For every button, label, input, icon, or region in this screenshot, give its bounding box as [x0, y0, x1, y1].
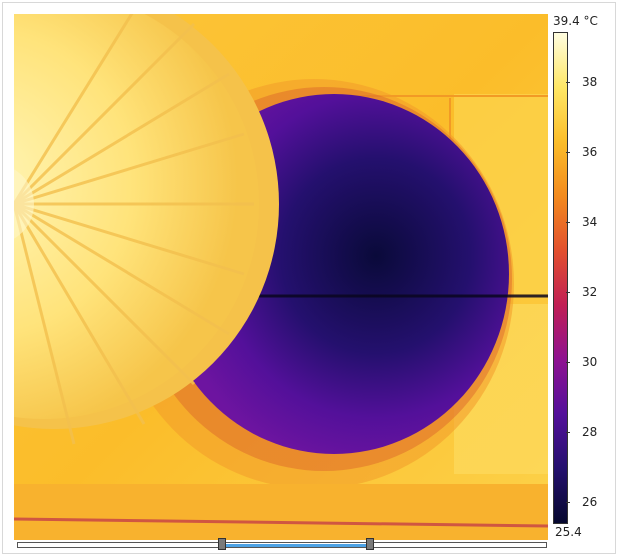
- colorbar-min-label: 25.4: [555, 525, 582, 539]
- colorbar-tick-label: 34: [582, 215, 598, 229]
- fan-disc: [14, 14, 259, 419]
- fan-hub: [14, 169, 34, 239]
- colorbar-tick: [566, 362, 570, 363]
- colorbar-tick-label: 32: [582, 285, 598, 299]
- colorbar-tick: [566, 432, 570, 433]
- temperature-colorbar: [553, 32, 568, 524]
- fan-blades: [14, 14, 254, 445]
- colorbar-tick-label: 28: [582, 425, 598, 439]
- range-slider-selection: [226, 544, 369, 547]
- bottom-edge-line: [14, 517, 548, 528]
- colorbar-tick: [566, 502, 570, 503]
- colorbar-tick-label: 26: [582, 495, 598, 509]
- colorbar-tick: [566, 82, 570, 83]
- range-handle-min[interactable]: [218, 538, 226, 550]
- colorbar-tick: [566, 292, 570, 293]
- colorbar-tick-label: 38: [582, 75, 598, 89]
- range-handle-max[interactable]: [366, 538, 374, 550]
- colorbar-tick-label: 36: [582, 145, 598, 159]
- colorbar-tick: [566, 222, 570, 223]
- colorbar-tick-label: 30: [582, 355, 598, 369]
- bottom-strip: [14, 484, 548, 540]
- thermal-image-canvas: [14, 14, 548, 540]
- colorbar-tick: [566, 152, 570, 153]
- thermal-image[interactable]: [14, 14, 548, 540]
- colorbar-max-label: 39.4 °C: [553, 14, 598, 28]
